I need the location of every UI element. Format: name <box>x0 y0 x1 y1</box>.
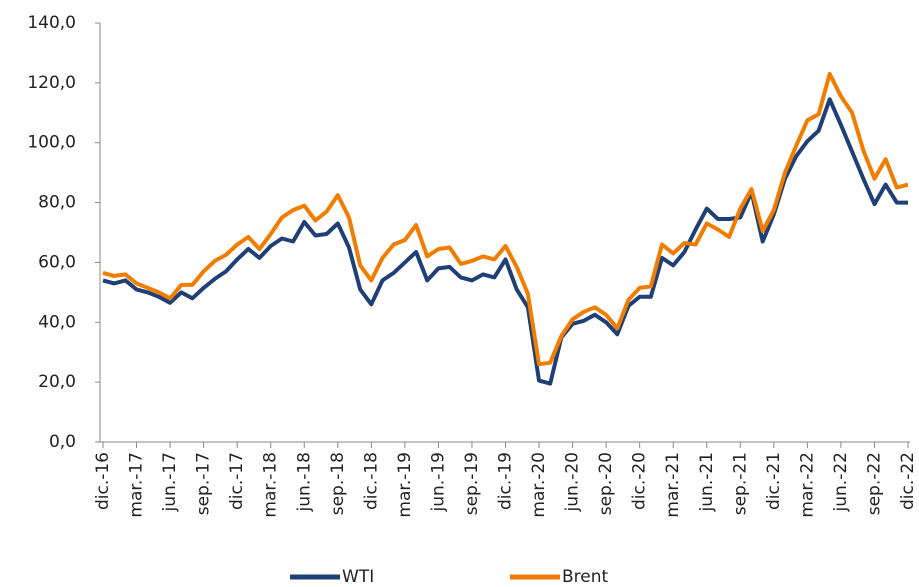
x-tick-label: jun.-22 <box>831 452 851 512</box>
x-tick-label: dic.-16 <box>93 452 113 510</box>
x-tick-label: dic.-18 <box>361 452 381 510</box>
x-tick-label: mar.-20 <box>529 452 549 518</box>
x-tick-label: mar.-17 <box>127 452 147 518</box>
legend-label: Brent <box>562 567 609 587</box>
x-tick-label: jun.-18 <box>294 452 314 512</box>
x-tick-label: sep.-18 <box>328 452 348 515</box>
series-line <box>102 71 909 367</box>
x-tick-label: mar.-21 <box>663 452 683 518</box>
x-tick-label: sep.-21 <box>730 452 750 515</box>
y-tick-label: 60,0 <box>38 252 76 272</box>
x-tick-label: sep.-19 <box>462 452 482 515</box>
x-tick-label: dic.-22 <box>898 452 918 510</box>
x-tick-label: jun.-17 <box>160 452 180 512</box>
x-tick-label: dic.-20 <box>630 452 650 510</box>
y-tick-label: 100,0 <box>27 133 76 153</box>
y-tick-label: 140,0 <box>27 13 76 33</box>
y-tick-label: 40,0 <box>38 312 76 332</box>
x-tick-label: jun.-19 <box>428 452 448 512</box>
x-tick-label: dic.-21 <box>764 452 784 510</box>
x-tick-label: dic.-17 <box>227 452 247 510</box>
x-tick-label: jun.-20 <box>563 452 583 512</box>
x-tick-label: mar.-18 <box>261 452 281 518</box>
x-tick-label: sep.-22 <box>864 452 884 515</box>
x-tick-label: jun.-21 <box>697 452 717 512</box>
x-tick-label: dic.-19 <box>496 452 516 510</box>
y-tick-label: 120,0 <box>27 73 76 93</box>
x-tick-label: mar.-19 <box>395 452 415 518</box>
legend-label: WTI <box>342 567 374 587</box>
y-tick-label: 0,0 <box>49 432 76 452</box>
x-tick-label: sep.-20 <box>596 452 616 515</box>
y-tick-label: 80,0 <box>38 193 76 213</box>
series-line <box>102 97 908 386</box>
x-tick-label: mar.-22 <box>797 452 817 518</box>
x-tick-label: sep.-17 <box>194 452 214 515</box>
y-tick-label: 20,0 <box>38 372 76 392</box>
